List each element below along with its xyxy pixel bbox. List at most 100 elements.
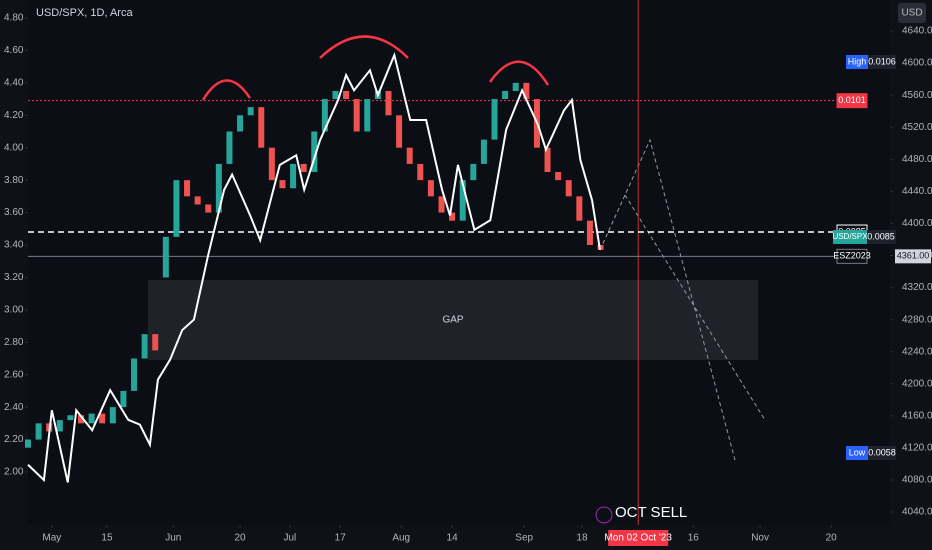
y2-tick-label: 4200.00 [902,378,932,389]
gap-zone [148,280,758,360]
badge-value: 0.0058 [868,447,896,457]
badge [868,55,896,69]
y-tick-label: 4.80 [4,13,24,24]
gap-label: GAP [442,315,463,326]
x-tick-label: 14 [447,533,459,544]
head-arc [319,35,409,59]
badge [868,446,896,460]
candle-body [321,99,328,132]
y-tick-label: 2.00 [4,467,24,478]
shoulder-arc [488,60,550,86]
x-tick-label: 18 [576,533,588,544]
y2-tick-label: 4280.00 [902,314,932,325]
candle-body [502,90,509,100]
candle-body [268,147,275,181]
last-value: 0.0085 [867,231,895,241]
y-tick-label: 4.20 [4,110,24,121]
crosshair-badge [608,530,669,546]
candle-body [512,82,519,91]
y-tick-label: 3.20 [4,272,24,283]
candle-body [184,180,191,197]
candle-body [555,172,562,181]
candle-body [332,90,339,100]
y-tick-label: 2.80 [4,337,24,348]
candle-body [152,334,159,351]
candle-body [396,115,403,148]
level-badge [836,93,868,109]
candle-body [25,439,31,448]
y-tick-label: 2.40 [4,402,24,413]
candle-body [194,196,201,205]
candle-body [417,163,424,181]
badge-name: High [848,56,867,66]
y2-tick-label: 4400.00 [902,218,932,229]
candle-body [279,180,286,189]
price-badge [895,249,931,264]
y2-tick-label: 4120.00 [902,443,932,454]
y-tick-label: 4.60 [4,45,24,56]
candle-body [131,358,138,391]
line-series [27,51,602,483]
candle-body [523,82,530,100]
x-tick-label: Nov [751,533,769,544]
y-tick-label: 3.00 [4,304,24,315]
candle-body [311,131,318,173]
badge-value: 0.0106 [868,56,896,66]
candle-body [109,407,116,424]
price-label: 4361.00 [897,251,930,261]
badge [846,55,868,69]
candle-body [491,99,498,140]
last-badge [833,230,867,244]
candle-body [120,390,127,408]
candle-body [173,180,180,237]
candle-body [586,220,593,245]
y-tick-label: 2.60 [4,369,24,380]
x-tick-label: Aug [392,533,410,544]
candle-body [141,334,148,359]
candle-body [35,423,42,440]
y2-tick-label: 4080.00 [902,475,932,486]
candle-body [88,413,95,424]
y-tick-label: 3.80 [4,175,24,186]
x-tick-label: May [42,533,61,544]
level-badge [836,248,868,264]
currency: USD [901,8,922,19]
y-tick-label: 2.20 [4,434,24,445]
candle-body [162,236,169,278]
candle-body [343,90,350,100]
x-tick-label: 17 [335,533,347,544]
y2-tick-label: 4560.00 [902,90,932,101]
y-tick-label: 4.40 [4,77,24,88]
y-tick-label: 4.00 [4,142,24,153]
y2-tick-label: 4640.00 [902,26,932,37]
badge-name: Low [849,447,866,457]
candle-body [215,163,222,213]
currency-badge[interactable] [898,3,926,23]
y2-tick-label: 4520.00 [902,122,932,133]
x-tick-label: 20 [826,533,838,544]
candle-body [247,107,254,116]
candle-body [67,415,74,421]
y-tick-label: 3.60 [4,207,24,218]
y-tick-label: 3.40 [4,240,24,251]
level-label: ESZ2023 [833,251,871,261]
candle-body [576,196,583,221]
candle-body [427,180,434,197]
candle-body [544,147,551,173]
candle-body [258,107,265,148]
y2-tick-label: 4600.00 [902,58,932,69]
shoulder-arc [201,79,252,101]
candle-body [406,147,413,164]
y2-tick-label: 4160.00 [902,410,932,421]
candle-body [237,115,244,132]
event-icon[interactable] [595,506,613,524]
candle-body [99,413,106,424]
candle-body [470,163,477,181]
candle-body [459,180,466,221]
candle-body [205,204,212,213]
candle-body [480,139,487,164]
crosshair-label: Mon 02 Oct '23 [604,533,672,544]
candle-body [438,196,445,213]
x-tick-label: 20 [234,533,246,544]
